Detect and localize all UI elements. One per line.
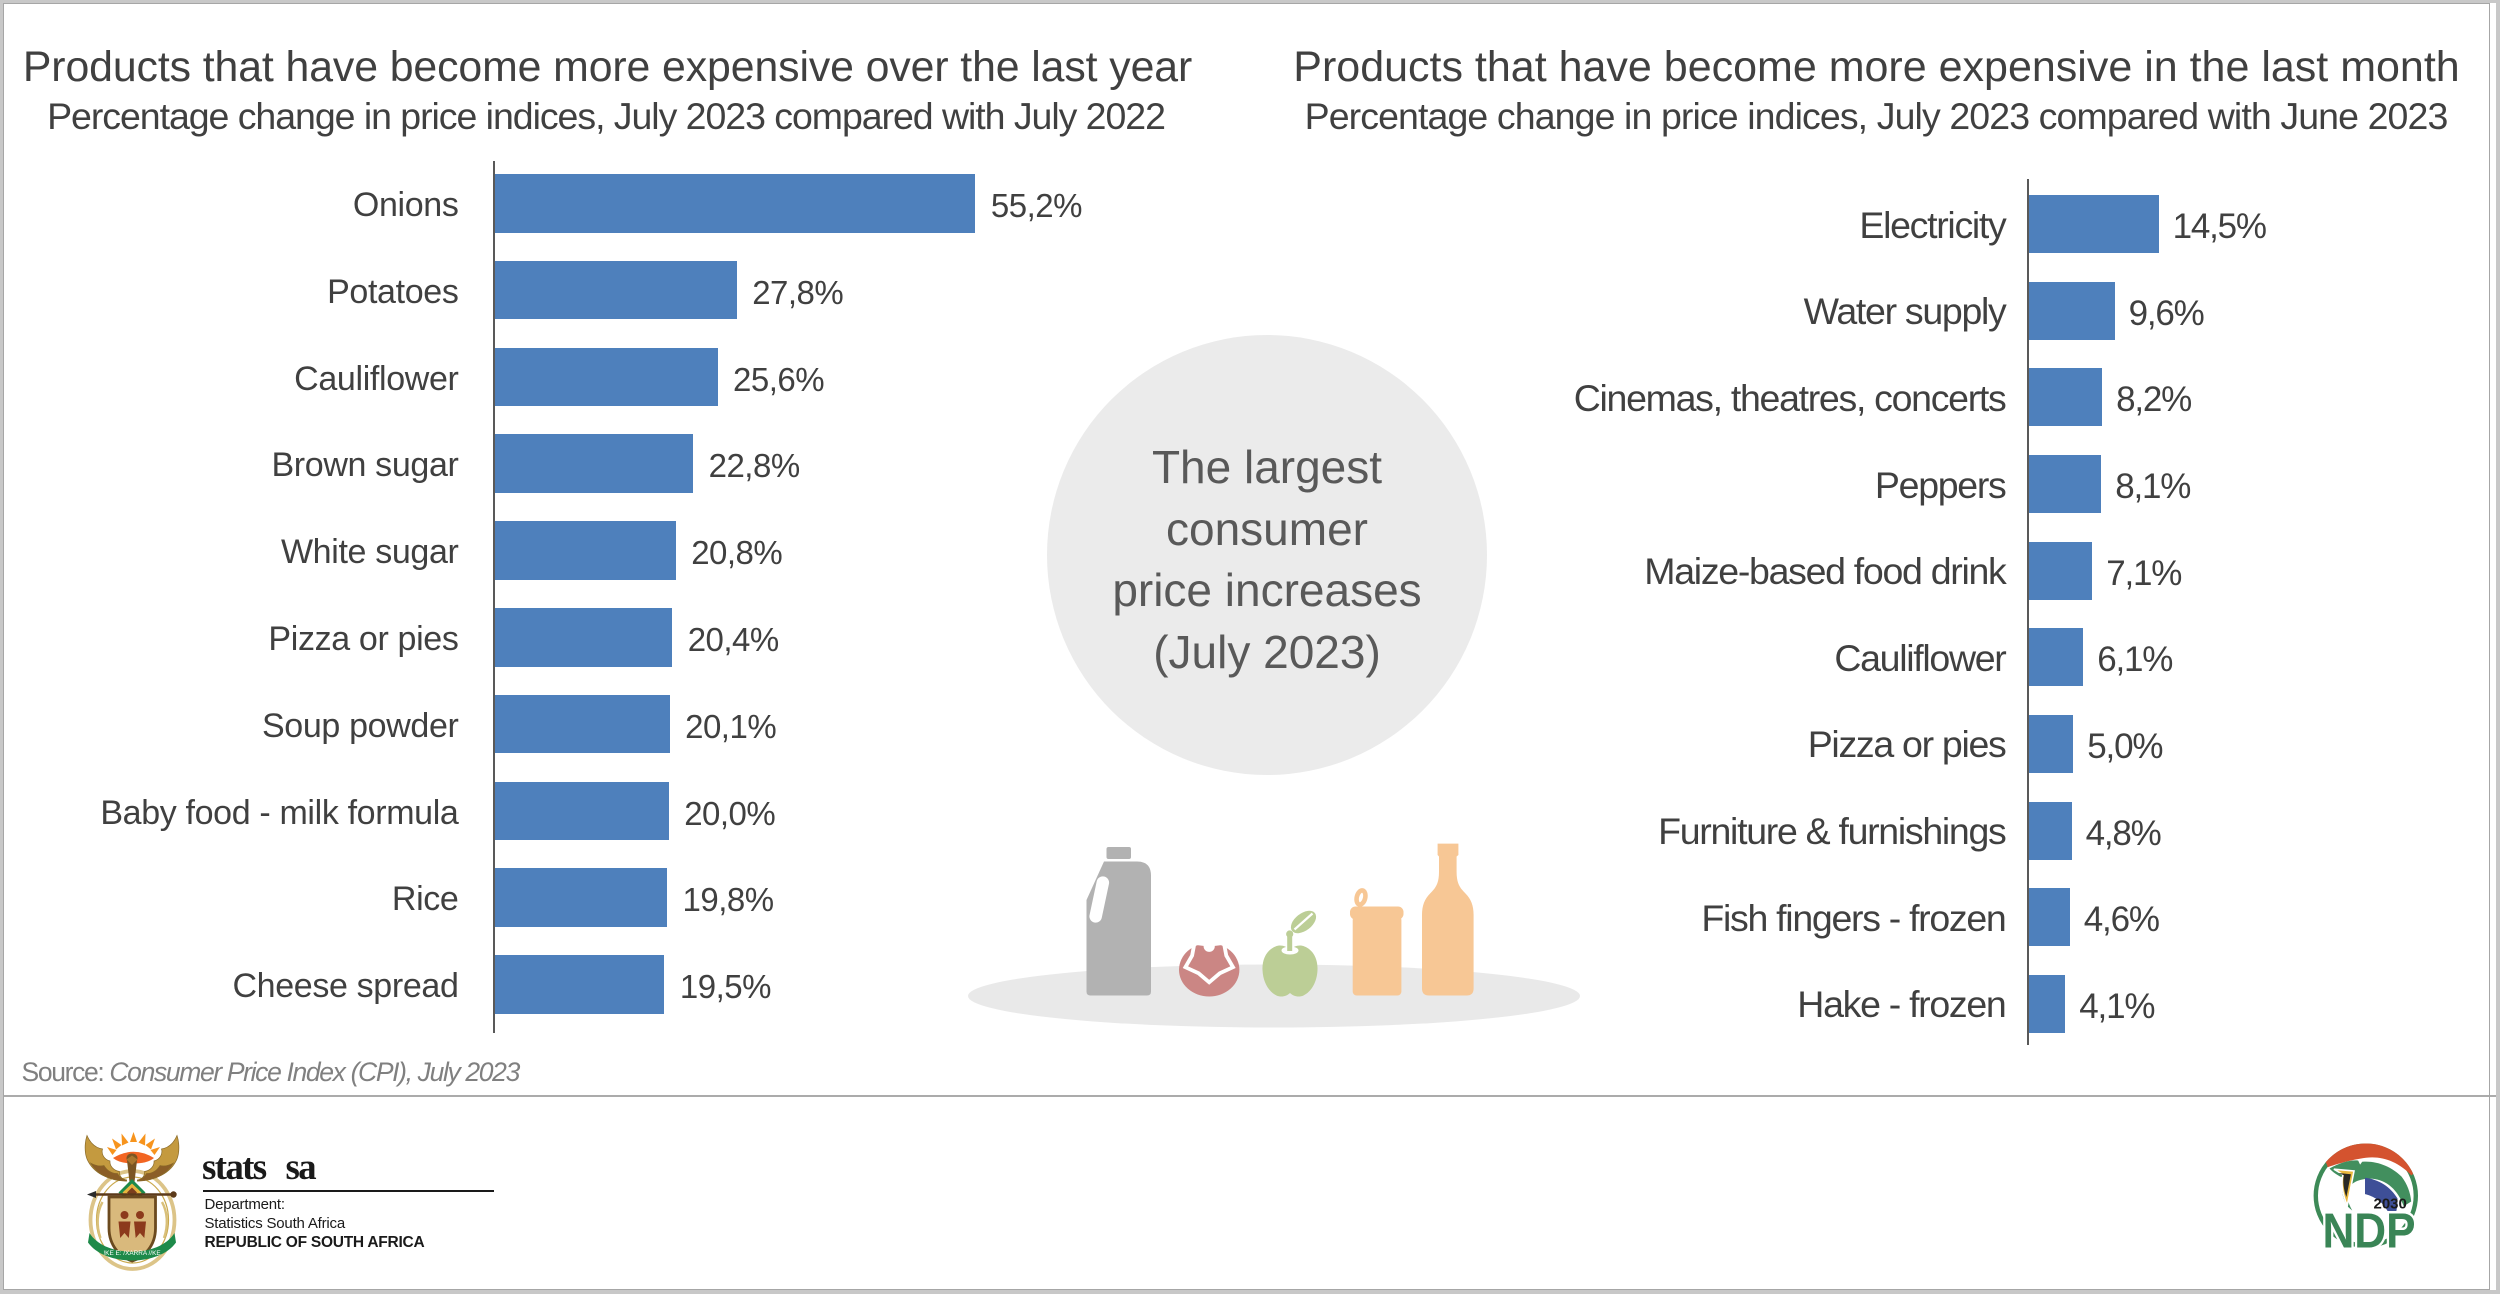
svg-text:2030: 2030 bbox=[2374, 1195, 2407, 1212]
svg-text:!KE E: /XARRA //KE: !KE E: /XARRA //KE bbox=[103, 1250, 160, 1257]
svg-text:NDP: NDP bbox=[2322, 1203, 2415, 1258]
